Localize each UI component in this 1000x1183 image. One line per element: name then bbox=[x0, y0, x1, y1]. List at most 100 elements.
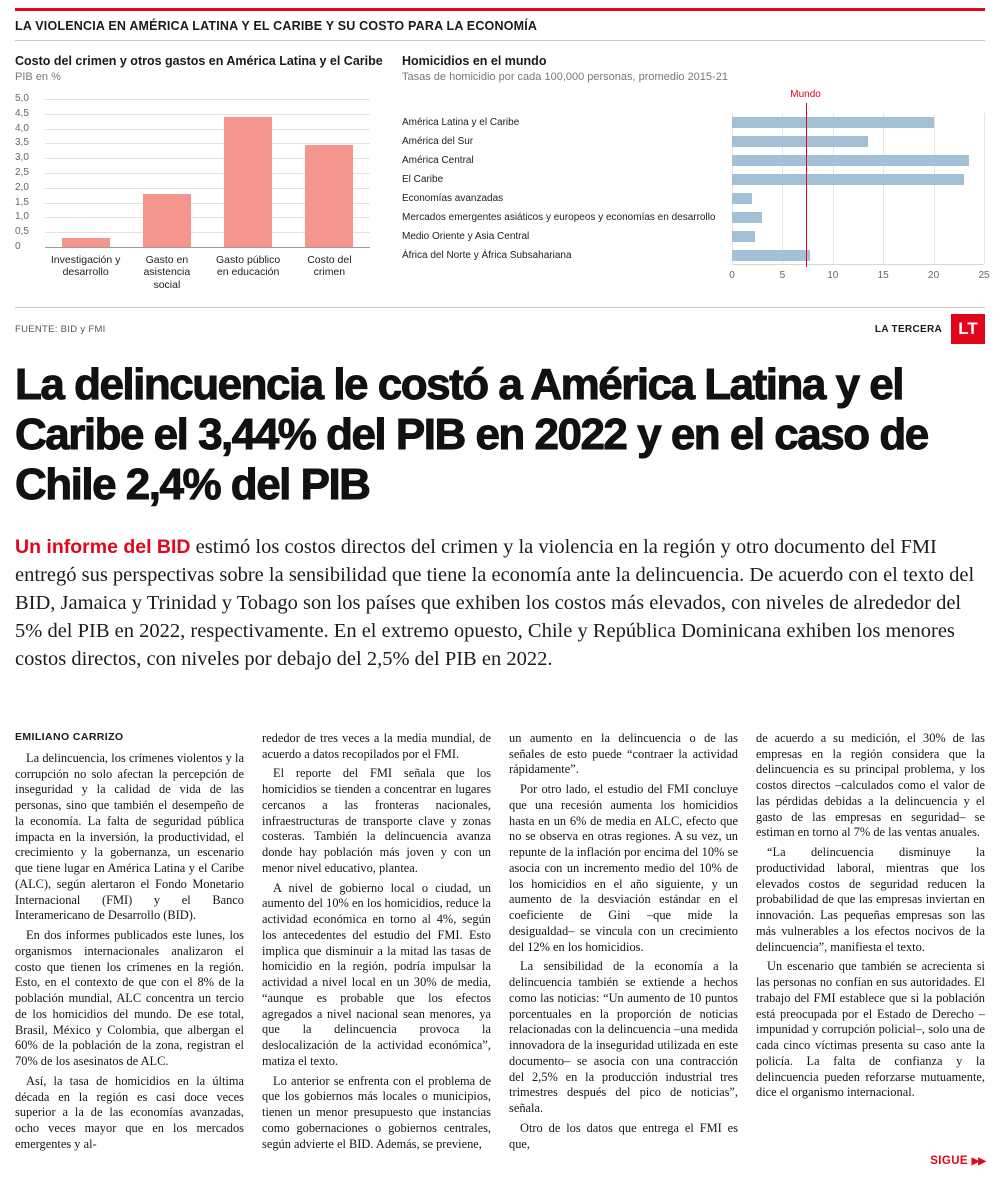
kicker-divider bbox=[15, 40, 985, 41]
hbar-row: América del Sur bbox=[402, 132, 985, 151]
homicide-rate-bar-chart: Homicidios en el mundo Tasas de homicidi… bbox=[390, 54, 990, 291]
lead-intro: Un informe del BID bbox=[15, 535, 191, 558]
hbar-track bbox=[732, 193, 984, 204]
x-tick-label: 10 bbox=[827, 270, 839, 281]
hbar-0 bbox=[732, 117, 934, 128]
brand: LA TERCERA LT bbox=[874, 314, 985, 345]
hbar-label: América Central bbox=[402, 155, 474, 166]
hbar-row: América Latina y el Caribe bbox=[402, 113, 985, 132]
gdp-cost-bar-chart: Costo del crimen y otros gastos en Améri… bbox=[15, 54, 390, 291]
byline: EMILIANO CARRIZO bbox=[15, 730, 124, 743]
chart-subtitle: PIB en % bbox=[15, 71, 61, 83]
hbar-row: Medio Oriente y Asia Central bbox=[402, 227, 985, 246]
article-body: EMILIANO CARRIZO La delincuencia, los crí… bbox=[15, 731, 985, 1157]
charts-row: Costo del crimen y otros gastos en Améri… bbox=[15, 41, 990, 291]
hbar-label: América Latina y el Caribe bbox=[402, 117, 520, 128]
category-label: Gasto en asistencia social bbox=[143, 254, 191, 291]
y-tick-label: 4,5 bbox=[15, 107, 29, 119]
chart-subtitle: Tasas de homicidio por cada 100,000 pers… bbox=[402, 71, 728, 83]
article-paragraph: La delincuencia, los crímenes violentos … bbox=[15, 750, 244, 923]
hbar-row: El Caribe bbox=[402, 170, 985, 189]
y-tick-label: 1,0 bbox=[15, 211, 29, 223]
chart-title: Costo del crimen y otros gastos en Améri… bbox=[15, 54, 383, 68]
hbar-row: Mercados emergentes asiáticos y europeos… bbox=[402, 208, 985, 227]
x-tick-label: 20 bbox=[928, 270, 940, 281]
hbar-track bbox=[732, 212, 984, 223]
continues-marker: SIGUE ▶▶ bbox=[930, 1155, 986, 1167]
hbar-label: África del Norte y África Subsahariana bbox=[402, 250, 572, 261]
source-credit: FUENTE: BID y FMI bbox=[15, 323, 106, 335]
article-paragraph: En dos informes publicados este lunes, l… bbox=[15, 928, 244, 1069]
article-column-2: rededor de tres veces a la media mundial… bbox=[262, 731, 491, 1157]
bar-1 bbox=[142, 193, 191, 247]
vertical-bar-categories: Investigación y desarrollo Gasto en asist… bbox=[45, 247, 370, 291]
continues-arrows-icon: ▶▶ bbox=[971, 1156, 986, 1167]
hbar-7 bbox=[732, 250, 810, 261]
hbar-label: Economías avanzadas bbox=[402, 193, 504, 204]
y-tick-label: 0,5 bbox=[15, 226, 29, 238]
hbar-label: Mercados emergentes asiáticos y europeos… bbox=[402, 212, 716, 223]
article-paragraph: un aumento en la delincuencia o de las s… bbox=[509, 730, 738, 777]
bar-2 bbox=[224, 116, 273, 247]
hbar-track bbox=[732, 250, 984, 261]
article-column-3: un aumento en la delincuencia o de las s… bbox=[509, 731, 738, 1157]
gridlines bbox=[732, 113, 985, 265]
headline: La delincuencia le costó a América Latin… bbox=[15, 360, 930, 510]
hbar-track bbox=[732, 136, 984, 147]
horizontal-bar-plot: América Latina y el Caribe América del Su… bbox=[402, 89, 990, 284]
source-row: FUENTE: BID y FMI LA TERCERA LT bbox=[15, 307, 985, 350]
article-paragraph: La sensibilidad de la economía a la deli… bbox=[509, 959, 738, 1116]
hbar-track bbox=[732, 155, 984, 166]
x-tick-label: 15 bbox=[877, 270, 889, 281]
article-paragraph: El reporte del FMI señala que los homici… bbox=[262, 766, 491, 875]
hbar-track bbox=[732, 117, 984, 128]
hbar-track bbox=[732, 174, 984, 185]
la-tercera-logo: LT bbox=[951, 314, 985, 345]
y-tick-label: 2,0 bbox=[15, 181, 29, 193]
world-average-label: Mundo bbox=[790, 89, 821, 100]
hbar-5 bbox=[732, 212, 763, 223]
lead-text: estimó los costos directos del crimen y … bbox=[15, 535, 975, 670]
category-label: Gasto público en educación bbox=[216, 254, 281, 279]
bar-0 bbox=[61, 238, 110, 247]
horizontal-bar-rows: América Latina y el Caribe América del Su… bbox=[402, 113, 985, 265]
article-paragraph: Lo anterior se enfrenta con el problema … bbox=[262, 1073, 491, 1151]
article-paragraph: rededor de tres veces a la media mundial… bbox=[262, 730, 491, 761]
x-tick-label: 0 bbox=[729, 270, 735, 281]
category-label: Costo del crimen bbox=[307, 254, 352, 279]
article-paragraph: “La delincuencia disminuye la productivi… bbox=[756, 845, 985, 954]
y-tick-label: 2,5 bbox=[15, 167, 29, 178]
hbar-6 bbox=[732, 231, 756, 242]
article-paragraph: Así, la tasa de homicidios en la última … bbox=[15, 1073, 244, 1151]
bar-3 bbox=[305, 145, 354, 247]
hbar-1 bbox=[732, 136, 869, 147]
hbar-3 bbox=[732, 174, 964, 185]
hbar-2 bbox=[732, 155, 969, 166]
article-paragraph: Un escenario que también se acrecienta s… bbox=[756, 959, 985, 1100]
top-red-rule bbox=[15, 8, 985, 11]
hbar-track bbox=[732, 231, 984, 242]
lead-paragraph: Un informe del BID estimó los costos dir… bbox=[15, 533, 985, 673]
x-tick-label: 5 bbox=[779, 270, 786, 281]
hbar-row: Economías avanzadas bbox=[402, 189, 985, 208]
y-tick-label: 3,0 bbox=[15, 152, 29, 164]
article-paragraph: de acuerdo a su medición, el 30% de las … bbox=[756, 730, 985, 840]
hbar-row: África del Norte y África Subsahariana bbox=[402, 246, 985, 265]
brand-name: LA TERCERA bbox=[874, 323, 942, 335]
category-label: Investigación y desarrollo bbox=[50, 254, 121, 279]
y-tick-label: 3,5 bbox=[15, 137, 29, 149]
article-column-4: de acuerdo a su medición, el 30% de las … bbox=[756, 731, 985, 1157]
continues-label: SIGUE bbox=[930, 1155, 968, 1167]
hbar-label: El Caribe bbox=[402, 174, 444, 185]
y-tick-label: 1,5 bbox=[15, 196, 29, 208]
y-tick-label: 5,0 bbox=[15, 93, 29, 104]
hbar-row: América Central bbox=[402, 151, 985, 170]
chart-title: Homicidios en el mundo bbox=[402, 54, 547, 68]
kicker: LA VIOLENCIA EN AMÉRICA LATINA Y EL CARI… bbox=[15, 19, 538, 33]
vertical-bar-plot: 5,0 4,5 4,0 3,5 3,0 2,5 2,0 1,5 1,0 0,5 0 bbox=[15, 94, 370, 252]
article-paragraph: Por otro lado, el estudio del FMI conclu… bbox=[509, 782, 738, 954]
article-paragraph: A nivel de gobierno local o ciudad, un a… bbox=[262, 880, 491, 1068]
x-axis: 0 5 10 15 20 25 bbox=[729, 270, 989, 284]
article-paragraph: Otro de los datos que entrega el FMI es … bbox=[509, 1120, 738, 1151]
